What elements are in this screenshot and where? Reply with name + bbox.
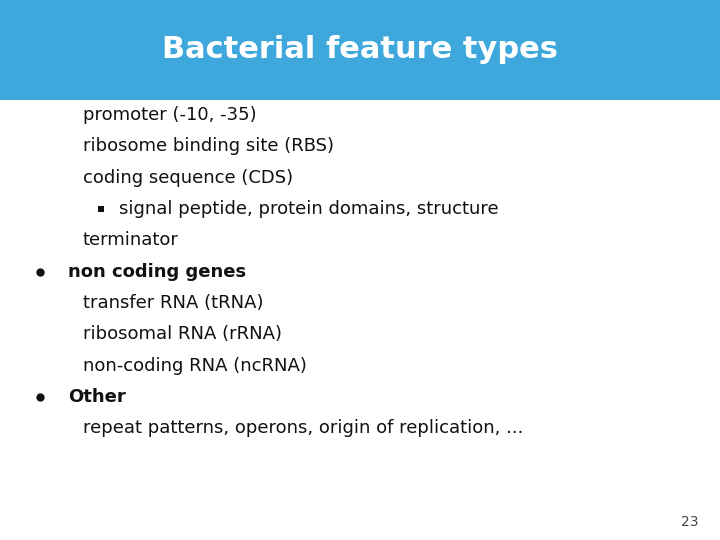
Text: terminator: terminator [83, 231, 179, 249]
Text: promoter (-10, -35): promoter (-10, -35) [83, 106, 256, 124]
Text: transfer RNA (tRNA): transfer RNA (tRNA) [83, 294, 264, 312]
Text: Other: Other [68, 388, 126, 406]
Text: coding sequence (CDS): coding sequence (CDS) [83, 168, 293, 187]
Text: repeat patterns, operons, origin of replication, ...: repeat patterns, operons, origin of repl… [83, 419, 523, 437]
Text: signal peptide, protein domains, structure: signal peptide, protein domains, structu… [119, 200, 498, 218]
Text: Bacterial feature types: Bacterial feature types [162, 36, 558, 64]
Text: protein coding genes: protein coding genes [68, 75, 282, 93]
Text: 23: 23 [681, 515, 698, 529]
FancyBboxPatch shape [0, 0, 720, 100]
Text: ribosomal RNA (rRNA): ribosomal RNA (rRNA) [83, 325, 282, 343]
Text: non coding genes: non coding genes [68, 262, 246, 281]
Text: ribosome binding site (RBS): ribosome binding site (RBS) [83, 137, 334, 156]
Text: non-coding RNA (ncRNA): non-coding RNA (ncRNA) [83, 356, 307, 375]
